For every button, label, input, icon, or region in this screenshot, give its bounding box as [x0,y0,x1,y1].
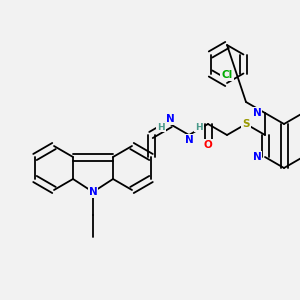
Text: H: H [157,122,165,131]
Text: H: H [195,122,203,131]
Text: N: N [166,114,174,124]
Text: O: O [204,140,212,150]
Text: N: N [184,135,194,145]
Text: S: S [242,119,250,129]
Text: Cl: Cl [221,70,233,80]
Text: N: N [88,187,98,197]
Text: N: N [253,108,261,118]
Text: N: N [253,152,261,162]
